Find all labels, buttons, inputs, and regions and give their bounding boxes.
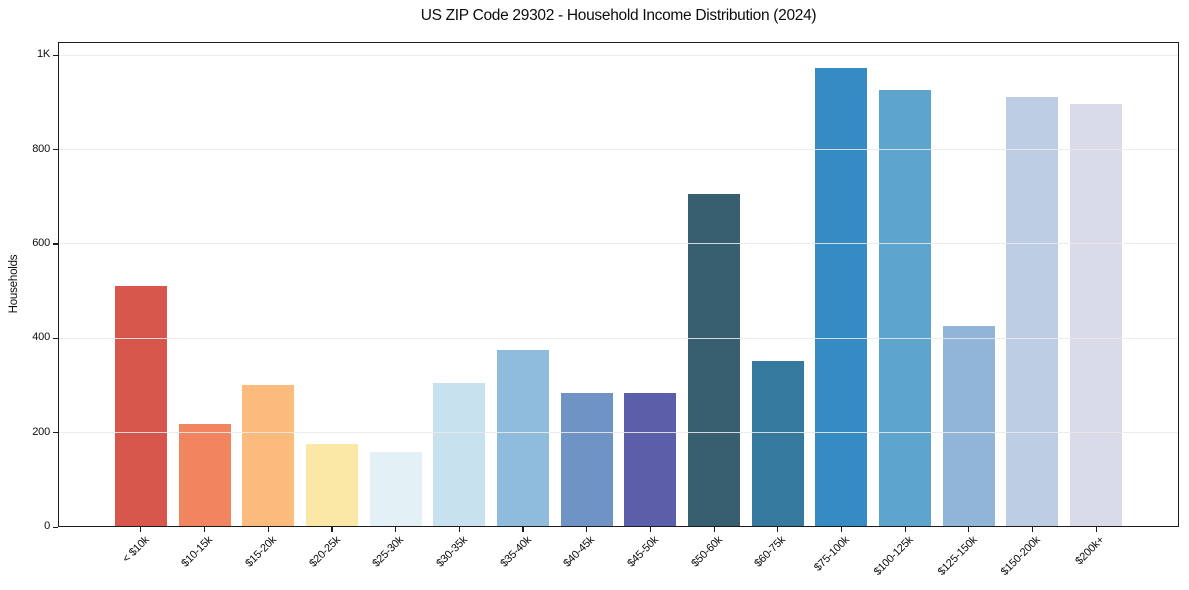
x-tick-label: $30-35k <box>434 534 470 570</box>
bar-125-150k <box>942 326 995 527</box>
bar-50-60k <box>688 193 741 527</box>
x-tick-label: $125-150k <box>935 534 980 578</box>
bar-75-100k <box>815 67 868 527</box>
x-tick-mark <box>522 527 524 532</box>
y-tick-label: 600 <box>32 236 50 249</box>
x-tick-mark <box>395 527 397 532</box>
x-tick-mark <box>140 527 142 532</box>
bars-layer <box>58 42 1179 527</box>
bar-100-125k <box>879 89 932 527</box>
y-tick-mark <box>53 243 58 245</box>
x-tick-mark <box>713 527 715 532</box>
x-tick-label: $200k+ <box>1073 534 1107 568</box>
x-tick-label: $50-60k <box>688 534 725 570</box>
x-tick-mark <box>1031 527 1034 532</box>
y-tick-label: 800 <box>32 142 50 155</box>
x-tick-mark <box>777 527 779 532</box>
x-tick-label: < $10k <box>120 534 152 566</box>
x-tick-label: $25-30k <box>370 534 407 570</box>
x-tick-label: $100-125k <box>871 534 916 578</box>
y-tick-label: 0 <box>44 520 50 532</box>
x-tick-mark <box>968 527 970 532</box>
x-tick-label: $40-45k <box>561 534 598 570</box>
y-axis-label: Households <box>8 254 20 314</box>
y-tick-label: 200 <box>32 425 50 438</box>
y-tick-mark <box>53 526 58 528</box>
y-tick-label: 1K <box>36 48 50 61</box>
bar-60-75k <box>751 360 804 527</box>
x-tick-label: $150-200k <box>998 534 1043 578</box>
bar-10k <box>114 286 167 527</box>
y-tick-mark <box>53 149 58 151</box>
bar-150-200k <box>1006 97 1059 527</box>
x-tick-mark <box>840 527 842 532</box>
bar-15-20k <box>242 385 295 527</box>
bar-30-35k <box>433 382 486 527</box>
x-tick-mark <box>904 527 906 532</box>
plot-area <box>58 42 1179 527</box>
bar-10-15k <box>178 424 231 527</box>
x-tick-mark <box>458 527 460 532</box>
bar-20-25k <box>305 443 358 527</box>
x-tick-mark <box>649 527 651 532</box>
x-tick-label: $45-50k <box>625 534 661 570</box>
x-tick-mark <box>1095 527 1097 532</box>
x-tick-label: $60-75k <box>752 534 789 570</box>
x-tick-label: $15-20k <box>243 534 279 570</box>
x-tick-label: $75-100k <box>812 534 852 574</box>
x-tick-mark <box>204 527 206 532</box>
x-tick-label: $35-40k <box>497 534 534 570</box>
bar-45-50k <box>624 392 677 527</box>
bar-35-40k <box>496 350 549 527</box>
bar-40-45k <box>560 392 613 527</box>
y-tick-mark <box>53 432 58 434</box>
y-tick-mark <box>53 54 58 56</box>
x-tick-mark <box>586 527 588 532</box>
x-tick-label: $10-15k <box>179 534 216 570</box>
bar-200k <box>1070 103 1123 527</box>
x-tick-mark <box>267 527 269 532</box>
y-tick-mark <box>53 337 58 339</box>
bar-25-30k <box>369 451 422 527</box>
x-tick-mark <box>331 527 333 532</box>
x-tick-label: $20-25k <box>306 534 343 570</box>
y-tick-label: 400 <box>32 331 50 344</box>
chart-title: US ZIP Code 29302 - Household Income Dis… <box>420 7 817 24</box>
